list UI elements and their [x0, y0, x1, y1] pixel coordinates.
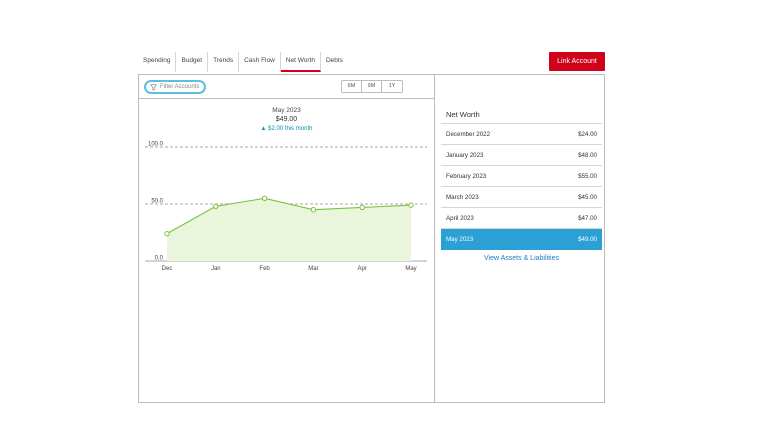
range-1y-button[interactable]: 1Y [382, 81, 402, 92]
filter-icon [150, 84, 157, 91]
data-point[interactable] [165, 231, 169, 235]
y-tick-label: 50.0 [151, 199, 163, 205]
filter-accounts-label: Filter Accounts [160, 84, 199, 90]
row-value: $47.00 [578, 215, 597, 222]
net-worth-title: Net Worth [446, 110, 480, 119]
list-item[interactable]: January 2023 $48.00 [441, 145, 602, 166]
list-item-selected[interactable]: May 2023 $49.00 [441, 229, 602, 250]
range-6m-button[interactable]: 6M [342, 81, 362, 92]
list-item[interactable]: March 2023 $45.00 [441, 187, 602, 208]
tab-trends[interactable]: Trends [208, 52, 239, 72]
list-item[interactable]: February 2023 $55.00 [441, 166, 602, 187]
x-tick-label: Apr [358, 266, 367, 272]
data-point[interactable] [262, 196, 266, 200]
data-point[interactable] [214, 204, 218, 208]
row-month: April 2023 [446, 215, 474, 222]
chart-area-fill [167, 198, 411, 261]
net-worth-panel: Filter Accounts 6M 9M 1Y May 2023 $49.00… [138, 74, 605, 403]
y-tick-label: 100.0 [148, 142, 164, 148]
net-worth-chart: Dec Jan Feb Mar Apr May 100.0 50.0 0.0 [139, 135, 434, 275]
nav-tabs: Spending Budget Trends Cash Flow Net Wor… [138, 52, 348, 74]
row-month: February 2023 [446, 173, 486, 180]
data-point[interactable] [311, 208, 315, 212]
range-9m-button[interactable]: 9M [362, 81, 382, 92]
summary-month: May 2023 [139, 107, 434, 114]
tab-budget[interactable]: Budget [176, 52, 208, 72]
row-value: $24.00 [578, 131, 597, 138]
filter-accounts-button[interactable]: Filter Accounts [144, 80, 206, 94]
row-month: May 2023 [446, 236, 473, 243]
row-value: $55.00 [578, 173, 597, 180]
row-value: $45.00 [578, 194, 597, 201]
panel-divider [434, 75, 435, 402]
row-value: $49.00 [578, 236, 597, 243]
tab-debts[interactable]: Debts [321, 52, 348, 72]
y-tick-label: 0.0 [155, 256, 164, 262]
summary-value: $49.00 [139, 116, 434, 123]
tab-net-worth[interactable]: Net Worth [281, 52, 321, 72]
tab-cash-flow[interactable]: Cash Flow [239, 52, 281, 72]
summary-change: ▲ $2.00 this month [139, 126, 434, 132]
data-point[interactable] [360, 205, 364, 209]
row-month: January 2023 [446, 152, 484, 159]
row-month: March 2023 [446, 194, 479, 201]
x-tick-label: Jan [211, 266, 221, 272]
x-tick-label: Feb [259, 266, 270, 272]
row-month: December 2022 [446, 131, 490, 138]
list-item[interactable]: December 2022 $24.00 [441, 124, 602, 145]
view-assets-liabilities-link[interactable]: View Assets & Liabilities [441, 255, 602, 262]
row-value: $48.00 [578, 152, 597, 159]
list-item[interactable]: April 2023 $47.00 [441, 208, 602, 229]
tab-spending[interactable]: Spending [138, 52, 176, 72]
x-tick-label: Dec [162, 266, 173, 272]
range-selector: 6M 9M 1Y [341, 80, 403, 93]
data-point[interactable] [409, 203, 413, 207]
x-tick-label: Mar [308, 266, 318, 272]
toolbar-divider [139, 98, 434, 99]
link-account-button[interactable]: Link Account [549, 52, 605, 71]
x-tick-label: May [405, 266, 416, 272]
net-worth-list: December 2022 $24.00 January 2023 $48.00… [441, 123, 602, 250]
